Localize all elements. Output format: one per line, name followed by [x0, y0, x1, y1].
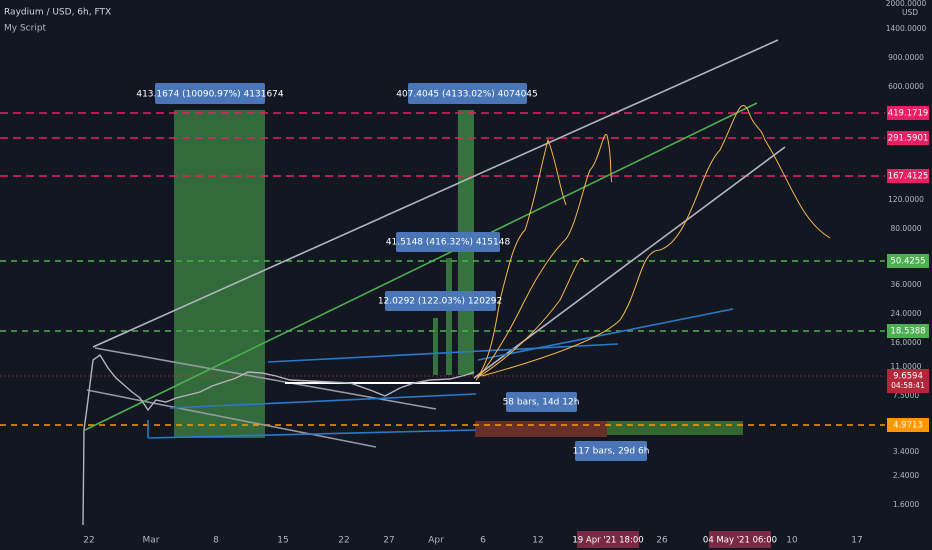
label-box: [155, 83, 265, 104]
drawings: [0, 39, 885, 526]
time-label: 17: [851, 536, 862, 546]
range-box: [446, 258, 452, 375]
trend-line: [84, 102, 758, 431]
price-marker-label: 18.5388: [890, 327, 925, 337]
annotation: 12.0292 (122.03%) 120292: [378, 297, 502, 307]
price-label: 1400.0000: [886, 24, 927, 33]
price-marker: [887, 418, 929, 432]
time-marker: [577, 531, 639, 548]
range-box: [607, 421, 743, 435]
price-marker: [887, 369, 929, 393]
range-box: [475, 421, 607, 437]
annotation: 41.5148 (416.32%) 415148: [386, 238, 511, 248]
time-label: 10: [786, 536, 798, 546]
axis-bg: [0, 530, 885, 550]
label-box: [385, 291, 496, 311]
price-marker-label: 50.4255: [890, 257, 925, 267]
countdown: 04:58:41: [891, 381, 925, 390]
time-label: 15: [277, 536, 288, 546]
price-label: 80.0000: [890, 224, 921, 233]
time-marker: [709, 531, 771, 548]
annotation: 117 bars, 29d 6h: [573, 447, 650, 457]
annotation: 407.4045 (4133.02%) 4074045: [396, 90, 538, 100]
price-marker: [887, 106, 929, 120]
price-label: 2.4000: [893, 471, 919, 480]
price-label: 120.0000: [888, 195, 924, 204]
price-marker: [887, 324, 929, 338]
annotations: 413.1674 (10090.97%) 4131674 407.4045 (4…: [136, 83, 649, 461]
label-box: [396, 232, 500, 252]
range-box: [174, 110, 265, 438]
price-label: 24.0000: [890, 309, 921, 318]
time-label: 26: [656, 536, 668, 546]
trend-line: [169, 393, 477, 409]
price-label: 16.0000: [890, 338, 921, 347]
trend-line: [147, 429, 477, 439]
time-label: 6: [480, 536, 486, 546]
currency: USD: [902, 8, 918, 17]
label-box: [575, 441, 647, 461]
price-label: 11.0000: [890, 362, 921, 371]
price-label: 600.0000: [888, 82, 924, 91]
trend-line: [477, 308, 734, 361]
price-marker-label: 419.1719: [888, 109, 929, 119]
trend-line: [86, 389, 377, 448]
time-label: Mar: [143, 536, 160, 546]
time-axis: 22 Mar 8 15 22 27 Apr 6 12 26 10 17 19 A…: [0, 530, 885, 550]
annotation: 58 bars, 14d 12h: [503, 398, 580, 408]
price-label: 2000.0000: [886, 0, 927, 8]
price-marker-label: 9.6594: [893, 372, 923, 382]
time-label: Apr: [428, 536, 444, 546]
indicator-name: My Script: [4, 24, 47, 34]
price-label: 900.0000: [888, 53, 924, 62]
price-path: [82, 353, 475, 526]
time-label: 22: [338, 536, 349, 546]
price-label: 3.4000: [893, 447, 919, 456]
time-marker-label: 04 May '21 06:00: [703, 536, 777, 546]
time-label: 8: [213, 536, 219, 546]
price-marker-label: 167.4125: [888, 172, 929, 182]
time-label: 12: [532, 536, 543, 546]
projection-path: [475, 105, 831, 381]
symbol-title: Raydium / USD, 6h, FTX: [4, 8, 111, 18]
price-marker-label: 4.9713: [893, 421, 923, 431]
price-marker: [887, 254, 929, 268]
price-marker: [887, 169, 929, 183]
time-label: 22: [83, 536, 94, 546]
channel-line: [92, 39, 779, 348]
time-label: 27: [383, 536, 394, 546]
price-label: 7.5000: [893, 391, 919, 400]
label-box: [506, 392, 577, 412]
price-marker: [887, 131, 929, 145]
label-box: [408, 83, 527, 104]
price-label: 36.0000: [890, 280, 921, 289]
price-marker-label: 291.5901: [888, 134, 929, 144]
time-marker-label: 19 Apr '21 18:00: [572, 536, 643, 546]
price-label: 1.6000: [893, 500, 919, 509]
trend-line: [267, 343, 619, 363]
price-axis: 2000.0000 USD 1400.0000 900.0000 600.000…: [885, 0, 932, 530]
range-box: [433, 318, 438, 375]
annotation: 413.1674 (10090.97%) 4131674: [136, 90, 284, 100]
